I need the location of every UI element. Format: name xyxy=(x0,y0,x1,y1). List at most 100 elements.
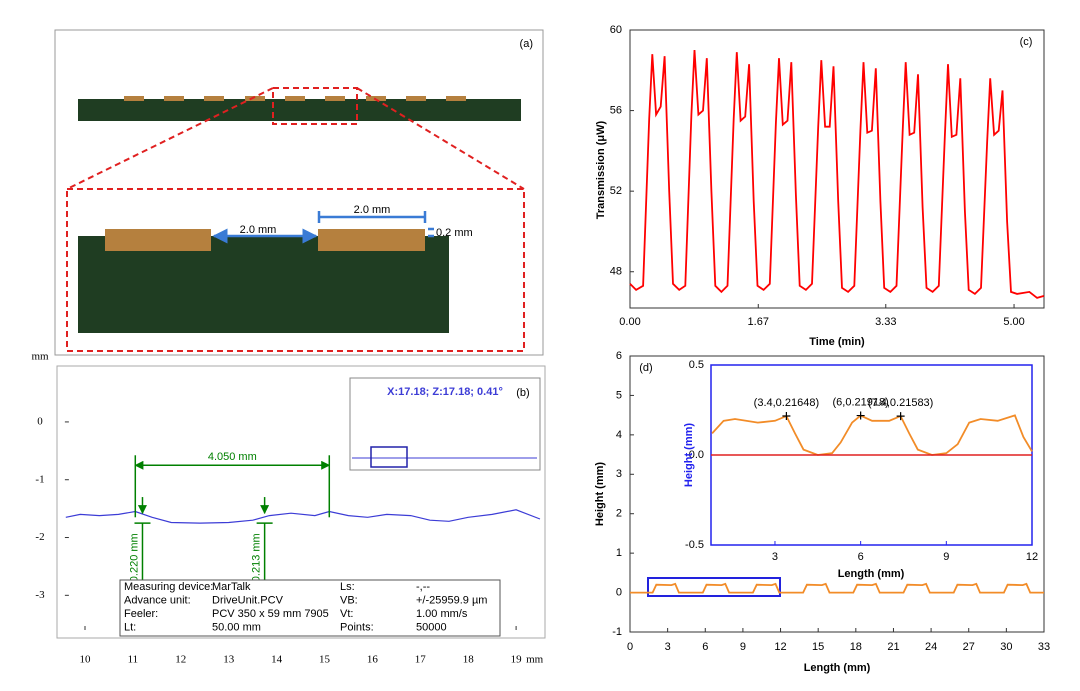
x-tick-label: 16 xyxy=(367,654,379,666)
y-axis-label: Height (mm) xyxy=(683,423,695,488)
x-tick-label: 18 xyxy=(850,641,862,653)
x-tick-label: 9 xyxy=(943,551,949,563)
x-tick-label: 6 xyxy=(702,641,708,653)
x-tick-label: 15 xyxy=(319,654,331,666)
depth-label: 0.213 mm xyxy=(251,533,263,582)
depth-label: 0.220 mm xyxy=(128,533,140,582)
x-tick-label: 1.67 xyxy=(748,316,769,328)
dimension-label: 0.2 mm xyxy=(436,227,473,239)
table-cell: Lt: xyxy=(124,621,136,633)
table-cell: Ls: xyxy=(340,581,355,593)
y-tick-label: 1 xyxy=(616,547,622,559)
zoom-lines xyxy=(66,87,525,352)
pad-zoom xyxy=(105,229,211,251)
info-table xyxy=(119,579,501,637)
table-cell: PCV 350 x 59 mm 7905 xyxy=(212,608,329,620)
y-tick-label: 5 xyxy=(616,389,622,401)
table-cell: VB: xyxy=(340,594,358,606)
x-tick-label: 27 xyxy=(963,641,975,653)
data-line xyxy=(65,509,541,524)
inset-selection xyxy=(370,446,408,468)
x-axis-label: mm xyxy=(526,654,544,666)
data-line xyxy=(629,50,1045,299)
y-tick-label: 4 xyxy=(616,429,622,441)
panel-label: (c) xyxy=(1020,36,1033,48)
y-tick-label: -0.5 xyxy=(685,539,704,551)
x-tick-label: 21 xyxy=(887,641,899,653)
y-tick-label: 0.5 xyxy=(689,359,704,371)
panel-a: (a) 2.0 mm 2.0 mm 0.2 mm xyxy=(54,29,544,356)
table-cell: +/-25959.9 µm xyxy=(416,594,487,606)
x-tick-label: 0.00 xyxy=(619,316,640,328)
table-cell: 50.00 mm xyxy=(212,621,261,633)
x-tick-label: 3 xyxy=(665,641,671,653)
y-tick-label: 0 xyxy=(616,586,622,598)
dimension-label: 2.0 mm xyxy=(240,224,277,236)
plot-frame xyxy=(629,355,1045,633)
x-tick-label: 0 xyxy=(627,641,633,653)
peak-label: (7.4,0.21583) xyxy=(868,397,933,409)
substrate xyxy=(78,99,521,121)
table-cell: Advance unit: xyxy=(124,594,191,606)
x-tick-label: 3 xyxy=(772,551,778,563)
inset-box xyxy=(349,377,541,471)
y-axis-label: Transmission (μW) xyxy=(595,120,607,219)
table-cell: Measuring device: xyxy=(124,581,213,593)
y-tick-label: -1 xyxy=(35,473,44,485)
y-tick-label: 2 xyxy=(616,508,622,520)
substrate-zoom xyxy=(78,236,449,333)
y-tick-label: 52 xyxy=(610,185,622,197)
x-tick-label: 11 xyxy=(128,654,139,666)
x-tick-label: 19 xyxy=(511,654,523,666)
table-cell: 50000 xyxy=(416,621,447,633)
panel-label: (a) xyxy=(520,38,533,50)
selection-box xyxy=(647,577,781,597)
y-tick-label: 0 xyxy=(37,415,43,427)
plot-frame xyxy=(629,29,1045,309)
peak-marker xyxy=(896,412,905,421)
x-tick-label: 17 xyxy=(415,654,427,666)
x-tick-label: 14 xyxy=(271,654,283,666)
peak-label: (3.4,0.21648) xyxy=(754,397,819,409)
peak-marker xyxy=(782,412,791,421)
pads xyxy=(124,96,466,101)
x-tick-label: 24 xyxy=(925,641,937,653)
x-axis-label: Length (mm) xyxy=(838,568,905,580)
x-tick-label: 3.33 xyxy=(875,316,896,328)
table-cell: Feeler: xyxy=(124,608,158,620)
y-tick-label: 6 xyxy=(616,350,622,362)
dimension-label: 2.0 mm xyxy=(354,204,391,216)
x-tick-label: 5.00 xyxy=(1003,316,1024,328)
x-tick-label: 18 xyxy=(463,654,475,666)
panel-label: (b) xyxy=(516,387,529,399)
table-cell: Vt: xyxy=(340,608,353,620)
x-tick-label: 13 xyxy=(223,654,235,666)
peak-marker xyxy=(856,411,865,420)
table-cell: MarTalk xyxy=(212,581,251,593)
x-axis-label: Time (min) xyxy=(809,336,865,348)
x-tick-label: 6 xyxy=(858,551,864,563)
x-tick-label: 12 xyxy=(1026,551,1038,563)
x-axis-label: Length (mm) xyxy=(804,662,871,674)
y-tick-label: 0.0 xyxy=(689,449,704,461)
x-tick-label: 33 xyxy=(1038,641,1050,653)
x-tick-label: 9 xyxy=(740,641,746,653)
y-axis-label: Height (mm) xyxy=(594,462,606,527)
data-line xyxy=(630,582,1044,594)
x-tick-label: 30 xyxy=(1000,641,1012,653)
y-tick-label: 60 xyxy=(610,24,622,36)
panel-label: (d) xyxy=(639,362,652,374)
peak-label: (6,0.21918) xyxy=(833,396,889,408)
inset-readout: X:17.18; Z:17.18; 0.41° xyxy=(387,386,503,398)
y-tick-label: 3 xyxy=(616,468,622,480)
data-line xyxy=(711,414,1033,456)
x-tick-label: 15 xyxy=(812,641,824,653)
x-tick-label: 12 xyxy=(175,654,186,666)
dimension-lines xyxy=(212,211,434,244)
y-tick-label: 48 xyxy=(610,266,622,278)
x-tick-label: 12 xyxy=(774,641,786,653)
y-tick-label: 56 xyxy=(610,104,622,116)
y-tick-label: -2 xyxy=(35,531,44,543)
table-cell: DriveUnit.PCV xyxy=(212,594,284,606)
